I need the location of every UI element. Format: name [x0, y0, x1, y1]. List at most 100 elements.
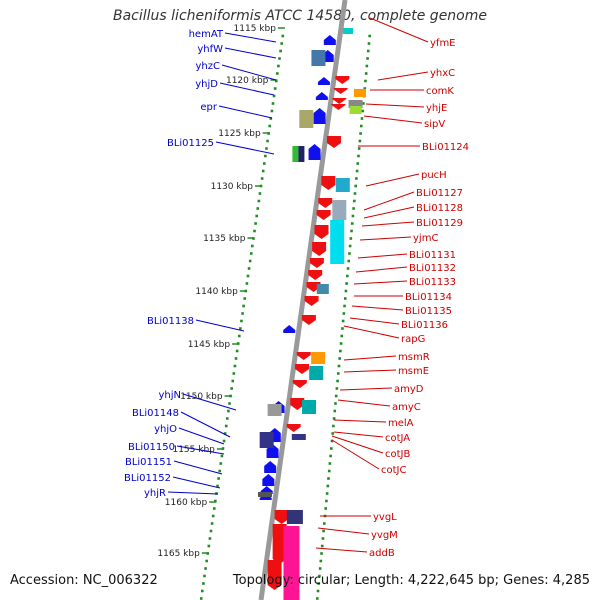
- track-dot-left: [240, 319, 243, 323]
- track-dot-left: [214, 499, 217, 503]
- gene-label[interactable]: yjmC: [413, 233, 438, 244]
- forward-gene-arrow: [315, 92, 328, 100]
- gene-label[interactable]: msmE: [398, 366, 429, 377]
- gene-label[interactable]: hemAT: [189, 29, 224, 40]
- gene-label[interactable]: BLi01133: [409, 277, 456, 288]
- gene-label[interactable]: epr: [200, 102, 218, 113]
- gene-label[interactable]: cotJC: [381, 465, 406, 476]
- gene-domain-box: [332, 200, 347, 220]
- track-dot-left: [254, 222, 257, 225]
- gene-leader-line: [333, 431, 384, 438]
- gene-label[interactable]: BLi01136: [401, 320, 448, 331]
- gene-label[interactable]: pucH: [421, 170, 447, 181]
- gene-label[interactable]: BLi01138: [147, 316, 194, 327]
- track-dot-left: [232, 372, 236, 375]
- gene-leader-line: [363, 115, 423, 124]
- gene-label[interactable]: BLi01150: [128, 442, 175, 453]
- gene-label[interactable]: BLi01127: [416, 188, 463, 199]
- track-dot-right: [346, 274, 349, 278]
- gene-label[interactable]: BLi01131: [409, 250, 456, 261]
- track-dot-left: [262, 162, 266, 165]
- gene-label[interactable]: comK: [426, 86, 454, 97]
- gene-label[interactable]: yhfW: [197, 44, 223, 55]
- gene-label[interactable]: sipV: [424, 119, 445, 130]
- track-dot-left: [257, 199, 261, 203]
- gene-label[interactable]: BLi01128: [416, 203, 463, 214]
- gene-label[interactable]: BLi01125: [167, 138, 214, 149]
- gene-label[interactable]: msmR: [398, 352, 430, 363]
- gene-label[interactable]: BLi01132: [409, 263, 456, 274]
- gene-leader-line: [359, 236, 412, 241]
- track-dot-right: [325, 492, 329, 495]
- gene-label[interactable]: melA: [388, 418, 414, 429]
- gene-label[interactable]: BLi01135: [405, 306, 452, 317]
- track-dot-left: [245, 282, 249, 285]
- gene-leader-line: [182, 393, 237, 411]
- track-dot-left: [201, 589, 204, 593]
- track-dot-left: [256, 207, 260, 210]
- track-dot-right: [366, 49, 370, 53]
- tick-label: 1125 kbp: [218, 129, 261, 139]
- gene-label[interactable]: yvgM: [371, 530, 398, 541]
- track-dot-right: [350, 222, 354, 225]
- gene-label[interactable]: rapG: [401, 334, 425, 345]
- track-dot-left: [251, 244, 254, 248]
- track-dot-right: [325, 499, 328, 503]
- track-dot-right: [357, 154, 360, 158]
- track-dot-left: [227, 409, 230, 413]
- track-dot-right: [346, 267, 350, 270]
- gene-label[interactable]: yhxC: [430, 68, 455, 79]
- gene-domain-box: [299, 110, 314, 128]
- gene-label[interactable]: BLi01134: [405, 292, 452, 303]
- track-dot-right: [343, 297, 347, 300]
- gene-leader-line: [363, 191, 415, 211]
- gene-leader-line: [173, 460, 223, 475]
- gene-label[interactable]: BLi01124: [422, 142, 469, 153]
- gene-label[interactable]: yfmE: [430, 38, 456, 49]
- gene-label[interactable]: yhzC: [196, 61, 221, 72]
- reverse-gene-arrow: [314, 225, 329, 239]
- track-dot-right: [339, 349, 342, 353]
- gene-label[interactable]: BLi01129: [416, 218, 463, 229]
- gene-label[interactable]: amyD: [394, 384, 424, 395]
- gene-domain-box: [257, 492, 272, 497]
- gene-label[interactable]: BLi01151: [125, 457, 172, 468]
- track-dot-left: [205, 559, 208, 563]
- track-dot-right: [361, 109, 364, 113]
- gene-label[interactable]: yhjE: [426, 103, 447, 114]
- reverse-gene-arrow: [286, 424, 301, 432]
- gene-label[interactable]: yhjO: [154, 424, 177, 435]
- track-dot-left: [241, 312, 244, 315]
- gene-leader-line: [337, 399, 391, 407]
- track-dot-left: [281, 34, 285, 38]
- gene-label[interactable]: cotJB: [385, 449, 410, 460]
- track-dot-right: [356, 162, 360, 165]
- gene-leader-line: [365, 173, 420, 187]
- gene-label[interactable]: amyC: [392, 402, 421, 413]
- gene-label[interactable]: yhjD: [195, 79, 218, 90]
- track-dot-left: [274, 79, 278, 83]
- gene-domain-box: [309, 366, 324, 380]
- gene-label[interactable]: BLi01152: [124, 473, 171, 484]
- track-dot-left: [207, 544, 211, 548]
- track-dot-left: [242, 304, 245, 308]
- track-dot-left: [265, 147, 268, 150]
- track-dot-left: [228, 402, 231, 405]
- gene-label[interactable]: cotJA: [385, 433, 410, 444]
- reverse-gene-arrow: [326, 136, 341, 148]
- track-dot-right: [348, 244, 352, 248]
- gene-domain-box: [349, 106, 362, 114]
- gene-label[interactable]: addB: [369, 548, 395, 559]
- gene-label[interactable]: yvgL: [373, 512, 397, 523]
- reverse-gene-arrow: [301, 315, 316, 325]
- reverse-gene-arrow: [318, 198, 333, 208]
- gene-label[interactable]: yhjN: [158, 390, 181, 401]
- gene-leader-line: [343, 369, 397, 373]
- track-dot-right: [331, 432, 334, 435]
- track-dot-left: [261, 169, 265, 173]
- track-dot-left: [226, 417, 229, 420]
- gene-label[interactable]: yhjR: [144, 488, 166, 499]
- gene-leader-line: [355, 266, 408, 273]
- track-dot-right: [319, 559, 323, 563]
- gene-label[interactable]: BLi01148: [132, 408, 179, 419]
